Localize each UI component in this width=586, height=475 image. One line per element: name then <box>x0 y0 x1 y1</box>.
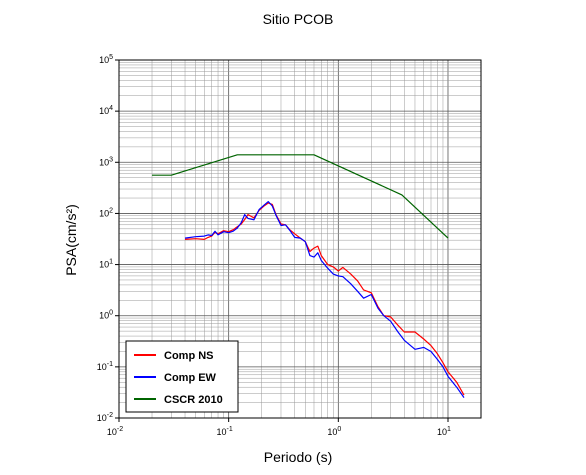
x-tick-exponent: 0 <box>337 426 341 433</box>
x-tick-base: 10 <box>327 427 337 437</box>
y-tick-label: 102 <box>99 207 113 218</box>
series-lines <box>152 154 465 398</box>
x-tick-labels: 10-2 10-1 100 101 <box>107 418 451 437</box>
legend-label-cscr-2010: CSCR 2010 <box>164 394 223 406</box>
legend: Comp NS Comp EW CSCR 2010 <box>125 340 239 413</box>
y-tick-base: 10 <box>99 157 109 167</box>
y-tick-label: 101 <box>99 259 113 270</box>
x-tick-exponent: -1 <box>227 426 233 433</box>
y-tick-base: 10 <box>97 362 107 372</box>
series-line-cscr-2010 <box>152 154 449 239</box>
y-tick-exponent: 3 <box>109 156 113 163</box>
y-tick-label: 103 <box>99 156 113 167</box>
legend-label-comp-ew: Comp EW <box>164 372 217 384</box>
x-tick-label: 10-1 <box>217 426 233 437</box>
x-tick-label: 10-2 <box>107 426 123 437</box>
y-tick-exponent: 1 <box>109 259 113 266</box>
y-tick-exponent: 4 <box>109 105 113 112</box>
x-tick-label: 101 <box>437 426 451 437</box>
x-tick-base: 10 <box>437 427 447 437</box>
y-tick-exponent: -2 <box>107 412 113 419</box>
y-tick-base: 10 <box>99 208 109 218</box>
y-tick-base: 10 <box>99 55 109 65</box>
x-tick-base: 10 <box>217 427 227 437</box>
plot-frame <box>118 59 482 419</box>
y-tick-label: 100 <box>99 310 113 321</box>
x-axis-label: Periodo (s) <box>264 449 332 465</box>
y-tick-exponent: 0 <box>109 310 113 317</box>
x-tick-exponent: 1 <box>447 426 451 433</box>
x-tick-base: 10 <box>107 427 117 437</box>
y-tick-base: 10 <box>99 106 109 116</box>
y-tick-base: 10 <box>97 413 107 423</box>
y-tick-label: 105 <box>99 54 113 65</box>
y-tick-base: 10 <box>99 311 109 321</box>
y-tick-exponent: 2 <box>109 207 113 214</box>
y-axis-label: PSA(cm/s²) <box>63 204 79 276</box>
y-tick-label: 10-1 <box>97 361 113 372</box>
y-tick-exponent: -1 <box>107 361 113 368</box>
y-tick-exponent: 5 <box>109 54 113 61</box>
chart-title: Sitio PCOB <box>263 11 334 27</box>
y-tick-label: 104 <box>99 105 113 116</box>
y-tick-base: 10 <box>99 260 109 270</box>
legend-label-comp-ns: Comp NS <box>164 350 214 362</box>
x-tick-label: 100 <box>327 426 341 437</box>
series-line-comp-ew <box>184 201 465 398</box>
x-tick-exponent: -2 <box>117 426 123 433</box>
y-tick-label: 10-2 <box>97 412 113 423</box>
